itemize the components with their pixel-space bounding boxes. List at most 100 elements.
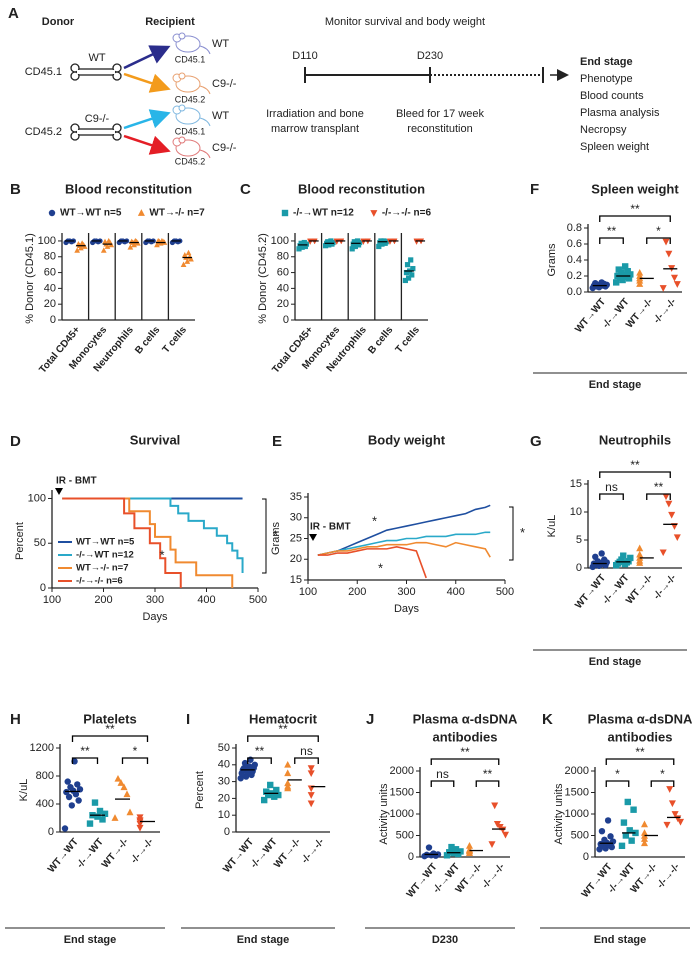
donor-heading: Donor [42,16,75,28]
bone-icon [70,123,122,141]
mouse-icon [172,136,211,159]
significance-label: ** [105,722,115,736]
data-point [101,810,109,817]
data-point [448,843,455,851]
data-point [598,279,605,286]
data-point [381,238,387,244]
y-tick-label: 0.2 [567,270,582,282]
x-tick-label: WT→WT [221,837,256,876]
y-tick-label: 0.6 [567,238,582,250]
data-point [61,825,69,832]
data-point [91,799,99,806]
legend-label: -/-→WT n=12 [76,550,134,561]
end-item: Blood counts [580,90,644,102]
y-tick-label: 10 [570,506,582,518]
annotation-arrow [55,488,63,495]
y-tick-label: 15 [290,574,302,586]
data-point [75,797,82,804]
y-tick-label: 0.8 [567,222,582,234]
survival-curve [62,497,244,574]
data-point [325,239,331,245]
data-point [123,790,131,798]
donor-genotype: C9-/- [85,113,110,125]
annotation: * [159,547,164,562]
timepoint: D230 [417,50,443,62]
data-point [604,817,612,824]
data-point [86,820,94,827]
data-point [403,269,410,276]
y-tick-label: 0 [224,826,230,838]
data-point [74,781,81,788]
y-tick-label: 60 [44,266,56,278]
y-tick-label: 50 [218,742,230,754]
y-tick-label: 40 [218,759,230,771]
data-point [601,556,608,563]
data-point [613,279,620,286]
chart-title: antibodies [432,729,497,744]
footer-label: End stage [589,656,642,668]
recipient-genotype: WT [212,38,229,50]
weight-line [317,504,491,556]
timeline-title: Monitor survival and body weight [325,16,485,28]
panel-letter: G [530,433,542,450]
panel-letter: H [10,711,21,728]
y-tick-label: 400 [36,798,54,810]
annotation: IR - BMT [56,476,97,487]
x-tick-label: B cells [366,324,395,356]
y-tick-label: 35 [290,491,302,503]
legend-label: WT→-/- n=7 [76,563,129,574]
y-axis-label: Grams [270,522,282,556]
data-point [405,275,412,281]
data-point [598,550,605,557]
panel-letter: F [530,181,539,198]
mouse-icon [172,32,211,55]
y-tick-label: 0 [40,582,46,594]
data-point [100,247,107,253]
data-point [307,770,315,778]
y-tick-label: 1000 [565,808,589,820]
data-point [105,237,112,244]
weight-line [317,541,491,558]
x-tick-label: 500 [496,586,514,598]
y-tick-label: 1200 [30,742,54,754]
x-tick-label: WT→WT [46,837,81,876]
significance-label: ** [635,745,645,759]
data-point [488,841,496,848]
legend-marker [48,209,56,217]
data-point [180,261,187,268]
data-point [284,779,292,787]
mouse-icon [172,72,211,95]
data-point [63,788,70,796]
data-point [408,257,414,263]
y-tick-label: 0 [50,314,56,326]
significance-bracket [294,757,319,764]
chart-title: Survival [130,432,181,447]
arrow [123,45,171,70]
weight-line [317,545,427,579]
legend-marker [370,210,378,217]
annotation: * [378,560,383,575]
chart-title: Blood reconstitution [65,181,192,196]
data-point [618,556,625,563]
data-point [592,280,599,287]
end-item: Necropsy [580,124,627,136]
data-point [64,778,71,785]
data-point [501,831,510,839]
significance-bracket [71,757,99,764]
data-point [185,249,192,256]
x-tick-label: 500 [249,594,267,606]
data-point [636,268,644,276]
data-point [136,814,144,822]
y-axis-label: Activity units [378,783,390,845]
significance-bracket [599,215,671,222]
chart-title: Body weight [368,432,446,447]
data-point [328,238,334,244]
panel-letter: A [8,5,19,22]
x-tick-label: WT→-/- [100,837,131,871]
data-point [636,550,644,558]
data-point [79,240,85,246]
data-point [181,252,188,258]
x-tick-label: 300 [146,594,164,606]
data-point [620,819,628,826]
data-point [425,844,433,851]
